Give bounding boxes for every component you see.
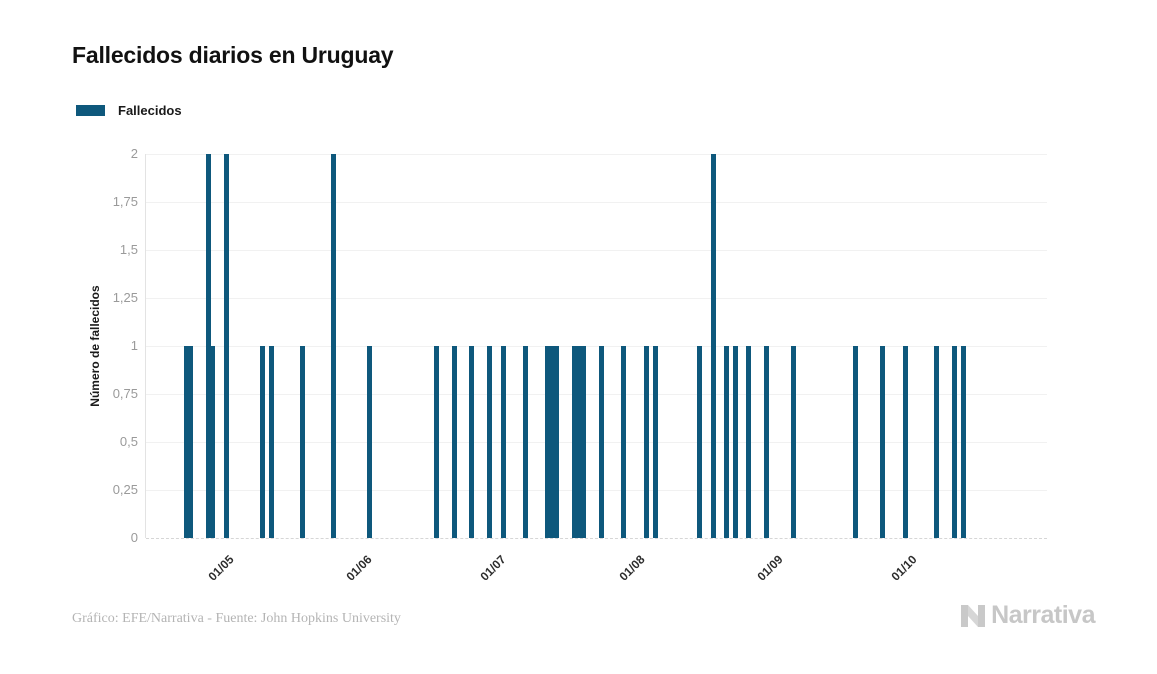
y-tick-label: 2 <box>130 146 138 161</box>
y-tick-label: 1 <box>130 338 138 353</box>
y-tick-label: 0,75 <box>112 386 138 401</box>
bar[interactable] <box>268 346 274 538</box>
gridline <box>146 250 1047 251</box>
gridline <box>146 202 1047 203</box>
bar[interactable] <box>960 346 966 538</box>
legend-item-fallecidos[interactable]: Fallecidos <box>76 103 182 118</box>
bar[interactable] <box>652 346 658 538</box>
y-tick-label: 0,5 <box>119 434 138 449</box>
bar[interactable] <box>554 346 560 538</box>
y-tick-label: 1,5 <box>119 242 138 257</box>
x-tick-label: 01/06 <box>343 552 375 584</box>
bar[interactable] <box>210 346 216 538</box>
bar[interactable] <box>746 346 752 538</box>
bar[interactable] <box>643 346 649 538</box>
x-tick-label: 01/09 <box>754 552 786 584</box>
narrativa-logo-icon <box>961 604 986 627</box>
x-tick-label: 01/05 <box>205 552 237 584</box>
bar[interactable] <box>933 346 939 538</box>
bar[interactable] <box>433 346 439 538</box>
source-credit: Gráfico: EFE/Narrativa - Fuente: John Ho… <box>72 611 401 626</box>
bar[interactable] <box>523 346 529 538</box>
gridline <box>146 298 1047 299</box>
bar[interactable] <box>206 154 211 538</box>
bar[interactable] <box>621 346 627 538</box>
gridline <box>146 490 1047 491</box>
x-axis-baseline <box>146 538 1047 539</box>
legend-label: Fallecidos <box>118 103 182 118</box>
bar[interactable] <box>469 346 475 538</box>
chart-title: Fallecidos diarios en Uruguay <box>72 42 394 68</box>
bar[interactable] <box>710 154 716 538</box>
bar[interactable] <box>500 346 506 538</box>
y-tick-label: 0,25 <box>112 482 138 497</box>
narrativa-logo: Narrativa <box>960 601 1095 630</box>
legend-swatch <box>76 105 105 116</box>
bar[interactable] <box>880 346 886 538</box>
x-tick-label: 01/07 <box>477 552 509 584</box>
gridline <box>146 442 1047 443</box>
gridline <box>146 154 1047 155</box>
bar[interactable] <box>732 346 738 538</box>
bar[interactable] <box>598 346 604 538</box>
x-tick-label: 01/10 <box>888 552 920 584</box>
y-tick-label: 1,75 <box>112 194 138 209</box>
y-tick-label: 1,25 <box>112 290 138 305</box>
bar[interactable] <box>299 346 305 538</box>
bar[interactable] <box>223 154 229 538</box>
y-tick-label: 0 <box>130 530 138 545</box>
gridline <box>146 346 1047 347</box>
bar[interactable] <box>764 346 770 538</box>
gridline <box>146 394 1047 395</box>
bar[interactable] <box>723 346 729 538</box>
bar[interactable] <box>259 346 265 538</box>
bar[interactable] <box>581 346 587 538</box>
narrativa-logo-text: Narrativa <box>991 601 1095 629</box>
x-tick-label: 01/08 <box>616 552 648 584</box>
bar[interactable] <box>572 346 578 538</box>
bar[interactable] <box>331 154 337 538</box>
bar[interactable] <box>697 346 703 538</box>
bar[interactable] <box>853 346 859 538</box>
bar[interactable] <box>188 346 194 538</box>
bar[interactable] <box>549 346 555 538</box>
bar[interactable] <box>487 346 493 538</box>
bar[interactable] <box>545 346 551 538</box>
bar[interactable] <box>576 346 582 538</box>
bar[interactable] <box>951 346 957 538</box>
bar[interactable] <box>366 346 372 538</box>
plot-area <box>145 154 1047 539</box>
bar[interactable] <box>183 346 189 538</box>
bar[interactable] <box>790 346 796 538</box>
bar[interactable] <box>902 346 908 538</box>
bar[interactable] <box>451 346 457 538</box>
